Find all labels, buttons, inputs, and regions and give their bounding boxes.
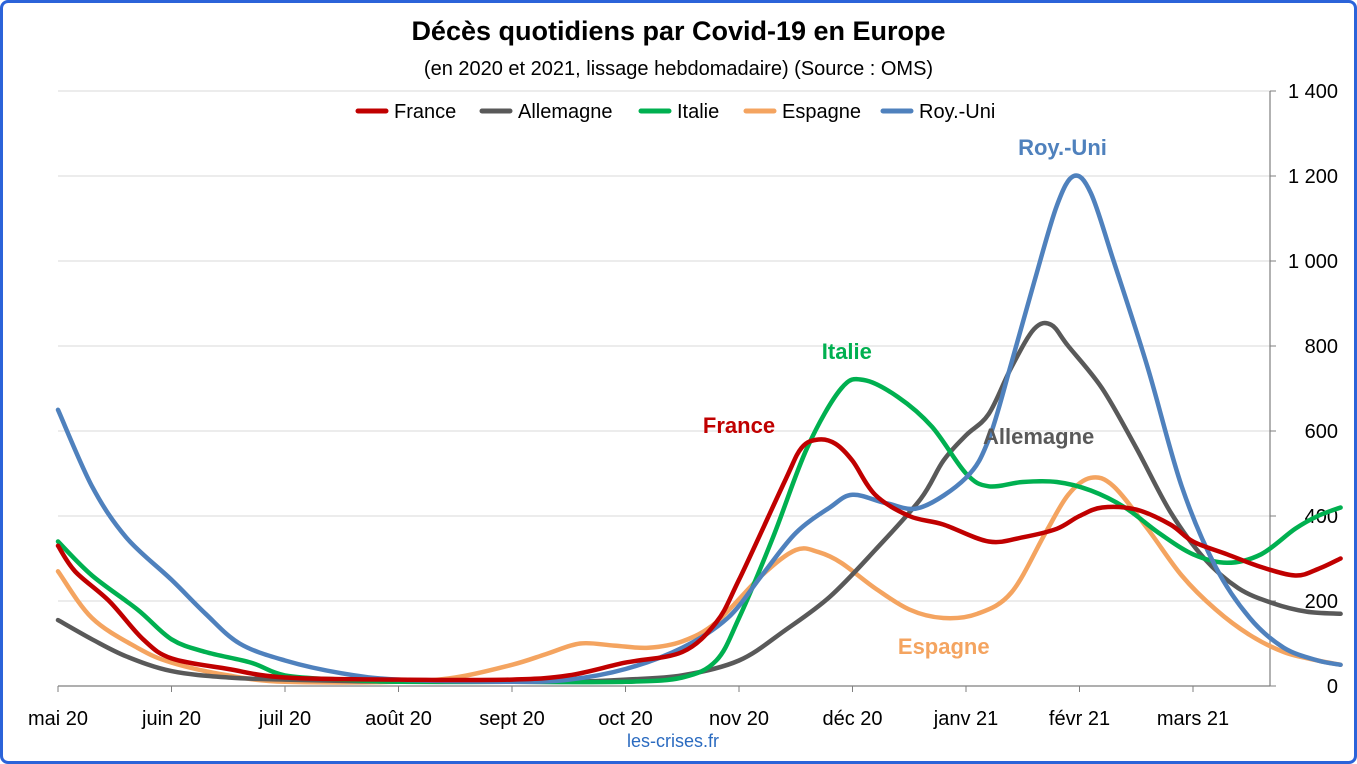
x-tick-label: déc 20: [822, 708, 882, 730]
annotation-espagne: Espagne: [898, 634, 990, 659]
y-tick-label: 1 000: [1288, 251, 1338, 273]
y-tick-label: 600: [1305, 421, 1338, 443]
annotation-italie: Italie: [822, 339, 872, 364]
x-tick-label: août 20: [365, 708, 432, 730]
source-label: les-crises.fr: [627, 731, 719, 751]
y-tick-label: 1 400: [1288, 81, 1338, 103]
gridlines: [58, 90, 1270, 687]
legend-label: Espagne: [782, 101, 861, 123]
annotation-allemagne: Allemagne: [983, 424, 1094, 449]
y-tick-label: 800: [1305, 336, 1338, 358]
x-tick-label: oct 20: [598, 708, 652, 730]
series-line-france: [55, 437, 1343, 683]
x-tick-label: mars 21: [1157, 708, 1229, 730]
y-tick-label: 0: [1327, 676, 1338, 698]
x-tick-label: juil 20: [258, 708, 311, 730]
legend-label: Italie: [677, 101, 719, 123]
x-tick-label: juin 20: [141, 708, 201, 730]
series-line-italie: [55, 376, 1343, 685]
legend-label: France: [394, 101, 456, 123]
annotation-france: France: [703, 413, 775, 438]
series-line-roy-uni: [55, 173, 1343, 685]
series-annotations: France Allemagne Italie Espagne Roy.-Uni: [703, 135, 1107, 659]
x-tick-label: févr 21: [1049, 708, 1110, 730]
chart-title: Décès quotidiens par Covid-19 en Europe: [411, 16, 946, 46]
annotation-roy-uni: Roy.-Uni: [1018, 135, 1107, 160]
y-tick-label: 200: [1305, 591, 1338, 613]
legend-label: Roy.-Uni: [919, 101, 995, 123]
legend: France Allemagne Italie Espagne Roy.-Uni: [355, 101, 995, 123]
x-tick-label: nov 20: [709, 708, 769, 730]
y-tick-label: 1 200: [1288, 166, 1338, 188]
x-tick-label: mai 20: [28, 708, 88, 730]
x-tick-label: janv 21: [933, 708, 999, 730]
series-line-espagne: [55, 475, 1343, 685]
series-lines: [55, 173, 1343, 685]
legend-label: Allemagne: [518, 101, 613, 123]
chart-subtitle: (en 2020 et 2021, lissage hebdomadaire) …: [423, 58, 934, 80]
x-tick-label: sept 20: [479, 708, 545, 730]
